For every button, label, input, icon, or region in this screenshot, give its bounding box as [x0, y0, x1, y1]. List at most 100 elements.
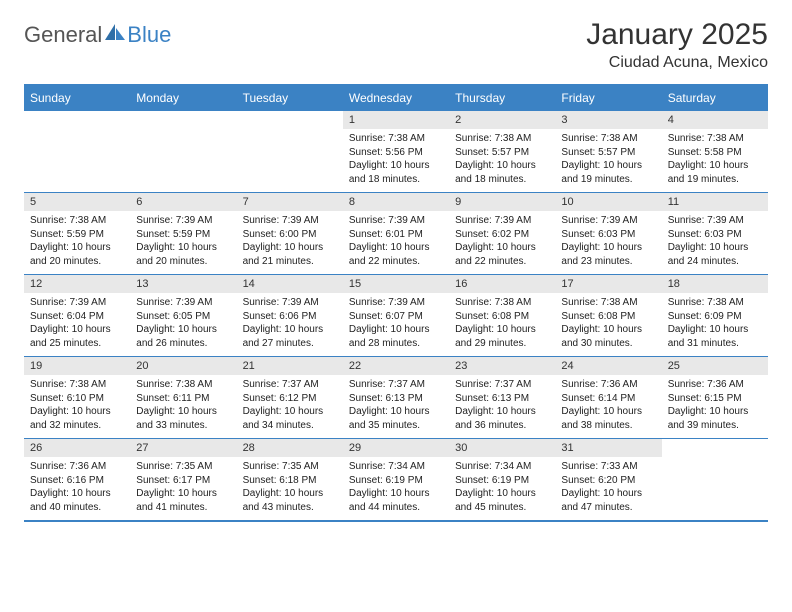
day-line: Sunrise: 7:38 AM	[668, 132, 762, 146]
day-line: Sunset: 6:08 PM	[455, 310, 549, 324]
day-line: and 38 minutes.	[561, 419, 655, 433]
day-line: Sunrise: 7:38 AM	[455, 132, 549, 146]
day-number: 23	[449, 357, 555, 375]
day-line: Sunset: 6:19 PM	[455, 474, 549, 488]
day-line: and 44 minutes.	[349, 501, 443, 515]
calendar-cell: 3Sunrise: 7:38 AMSunset: 5:57 PMDaylight…	[555, 111, 661, 193]
calendar-cell	[662, 439, 768, 521]
day-body: Sunrise: 7:38 AMSunset: 5:57 PMDaylight:…	[449, 129, 555, 190]
day-line: Sunset: 6:03 PM	[561, 228, 655, 242]
day-line: Sunset: 6:15 PM	[668, 392, 762, 406]
calendar-cell: 6Sunrise: 7:39 AMSunset: 5:59 PMDaylight…	[130, 193, 236, 275]
day-body: Sunrise: 7:39 AMSunset: 6:06 PMDaylight:…	[237, 293, 343, 354]
weekday-header: Tuesday	[237, 85, 343, 111]
day-line: Sunset: 5:57 PM	[455, 146, 549, 160]
day-body: Sunrise: 7:38 AMSunset: 6:11 PMDaylight:…	[130, 375, 236, 436]
day-line: Daylight: 10 hours	[30, 241, 124, 255]
weekday-header: Monday	[130, 85, 236, 111]
day-line: Sunrise: 7:38 AM	[136, 378, 230, 392]
day-line: Daylight: 10 hours	[30, 323, 124, 337]
calendar-cell	[24, 111, 130, 193]
day-body: Sunrise: 7:38 AMSunset: 5:57 PMDaylight:…	[555, 129, 661, 190]
weekday-header: Friday	[555, 85, 661, 111]
calendar-cell: 23Sunrise: 7:37 AMSunset: 6:13 PMDayligh…	[449, 357, 555, 439]
day-number: 8	[343, 193, 449, 211]
day-line: Daylight: 10 hours	[243, 487, 337, 501]
day-number: 6	[130, 193, 236, 211]
day-body: Sunrise: 7:37 AMSunset: 6:12 PMDaylight:…	[237, 375, 343, 436]
day-line: Sunset: 6:04 PM	[30, 310, 124, 324]
day-line: Sunrise: 7:39 AM	[668, 214, 762, 228]
calendar-cell: 10 Sunrise: 7:39 AMSunset: 6:03 PMDayligh…	[555, 193, 661, 275]
day-line: Daylight: 10 hours	[455, 241, 549, 255]
day-line: and 19 minutes.	[668, 173, 762, 187]
day-body: Sunrise: 7:38 AMSunset: 5:56 PMDaylight:…	[343, 129, 449, 190]
calendar-cell: 16Sunrise: 7:38 AMSunset: 6:08 PMDayligh…	[449, 275, 555, 357]
day-line: Sunrise: 7:38 AM	[30, 214, 124, 228]
day-line: Sunset: 6:00 PM	[243, 228, 337, 242]
day-line: Sunset: 6:01 PM	[349, 228, 443, 242]
calendar-cell: 11Sunrise: 7:39 AMSunset: 6:03 PMDayligh…	[662, 193, 768, 275]
day-line: Sunset: 6:03 PM	[668, 228, 762, 242]
weekday-header: Thursday	[449, 85, 555, 111]
day-line: Sunset: 6:13 PM	[455, 392, 549, 406]
day-number: 9	[449, 193, 555, 211]
day-number: 3	[555, 111, 661, 129]
calendar-cell: 12Sunrise: 7:39 AMSunset: 6:04 PMDayligh…	[24, 275, 130, 357]
calendar-cell: 17Sunrise: 7:38 AMSunset: 6:08 PMDayligh…	[555, 275, 661, 357]
weekday-header: Saturday	[662, 85, 768, 111]
logo: General Blue	[24, 22, 171, 48]
weekday-header: Sunday	[24, 85, 130, 111]
day-line: Sunrise: 7:39 AM	[349, 214, 443, 228]
day-line: Sunset: 6:11 PM	[136, 392, 230, 406]
day-line: Sunrise: 7:36 AM	[668, 378, 762, 392]
day-line: Sunset: 5:58 PM	[668, 146, 762, 160]
calendar-cell: 5Sunrise: 7:38 AMSunset: 5:59 PMDaylight…	[24, 193, 130, 275]
day-body: Sunrise: 7:39 AMSunset: 6:07 PMDaylight:…	[343, 293, 449, 354]
calendar-cell: 4Sunrise: 7:38 AMSunset: 5:58 PMDaylight…	[662, 111, 768, 193]
day-line: Sunset: 6:20 PM	[561, 474, 655, 488]
day-line: Sunrise: 7:39 AM	[243, 214, 337, 228]
day-line: and 36 minutes.	[455, 419, 549, 433]
day-line: Sunrise: 7:39 AM	[243, 296, 337, 310]
day-line: and 47 minutes.	[561, 501, 655, 515]
day-line: Sunset: 6:02 PM	[455, 228, 549, 242]
day-line: Daylight: 10 hours	[561, 487, 655, 501]
day-line: and 29 minutes.	[455, 337, 549, 351]
day-line: and 26 minutes.	[136, 337, 230, 351]
day-line: Sunrise: 7:39 AM	[455, 214, 549, 228]
day-line: Daylight: 10 hours	[455, 487, 549, 501]
day-number: 10	[555, 193, 661, 211]
day-line: Sunset: 6:09 PM	[668, 310, 762, 324]
calendar-cell: 20Sunrise: 7:38 AMSunset: 6:11 PMDayligh…	[130, 357, 236, 439]
calendar-table: Sunday Monday Tuesday Wednesday Thursday…	[24, 84, 768, 522]
calendar-cell: 29Sunrise: 7:34 AMSunset: 6:19 PMDayligh…	[343, 439, 449, 521]
day-line: Daylight: 10 hours	[561, 241, 655, 255]
day-body: Sunrise: 7:35 AMSunset: 6:17 PMDaylight:…	[130, 457, 236, 518]
day-line: and 19 minutes.	[561, 173, 655, 187]
day-line: Daylight: 10 hours	[349, 323, 443, 337]
day-line: Sunrise: 7:39 AM	[30, 296, 124, 310]
calendar-cell: 9 Sunrise: 7:39 AMSunset: 6:02 PMDaylight…	[449, 193, 555, 275]
calendar-cell: 1Sunrise: 7:38 AMSunset: 5:56 PMDaylight…	[343, 111, 449, 193]
calendar-cell: 15Sunrise: 7:39 AMSunset: 6:07 PMDayligh…	[343, 275, 449, 357]
day-body: Sunrise: 7:38 AMSunset: 5:59 PMDaylight:…	[24, 211, 130, 272]
day-line: Daylight: 10 hours	[243, 405, 337, 419]
day-line: Sunrise: 7:38 AM	[668, 296, 762, 310]
calendar-row: 1Sunrise: 7:38 AMSunset: 5:56 PMDaylight…	[24, 111, 768, 193]
day-line: Daylight: 10 hours	[136, 323, 230, 337]
day-number: 29	[343, 439, 449, 457]
day-body: Sunrise: 7:36 AMSunset: 6:16 PMDaylight:…	[24, 457, 130, 518]
day-line: Sunset: 6:06 PM	[243, 310, 337, 324]
day-line: Daylight: 10 hours	[668, 405, 762, 419]
day-body: Sunrise: 7:34 AMSunset: 6:19 PMDaylight:…	[449, 457, 555, 518]
day-line: Daylight: 10 hours	[561, 159, 655, 173]
day-line: Sunset: 5:57 PM	[561, 146, 655, 160]
title-block: January 2025 Ciudad Acuna, Mexico	[586, 18, 768, 72]
day-line: Sunrise: 7:39 AM	[561, 214, 655, 228]
day-line: Daylight: 10 hours	[668, 241, 762, 255]
day-line: Sunset: 5:59 PM	[136, 228, 230, 242]
day-number: 17	[555, 275, 661, 293]
day-number: 30	[449, 439, 555, 457]
day-body: Sunrise: 7:38 AMSunset: 6:08 PMDaylight:…	[449, 293, 555, 354]
